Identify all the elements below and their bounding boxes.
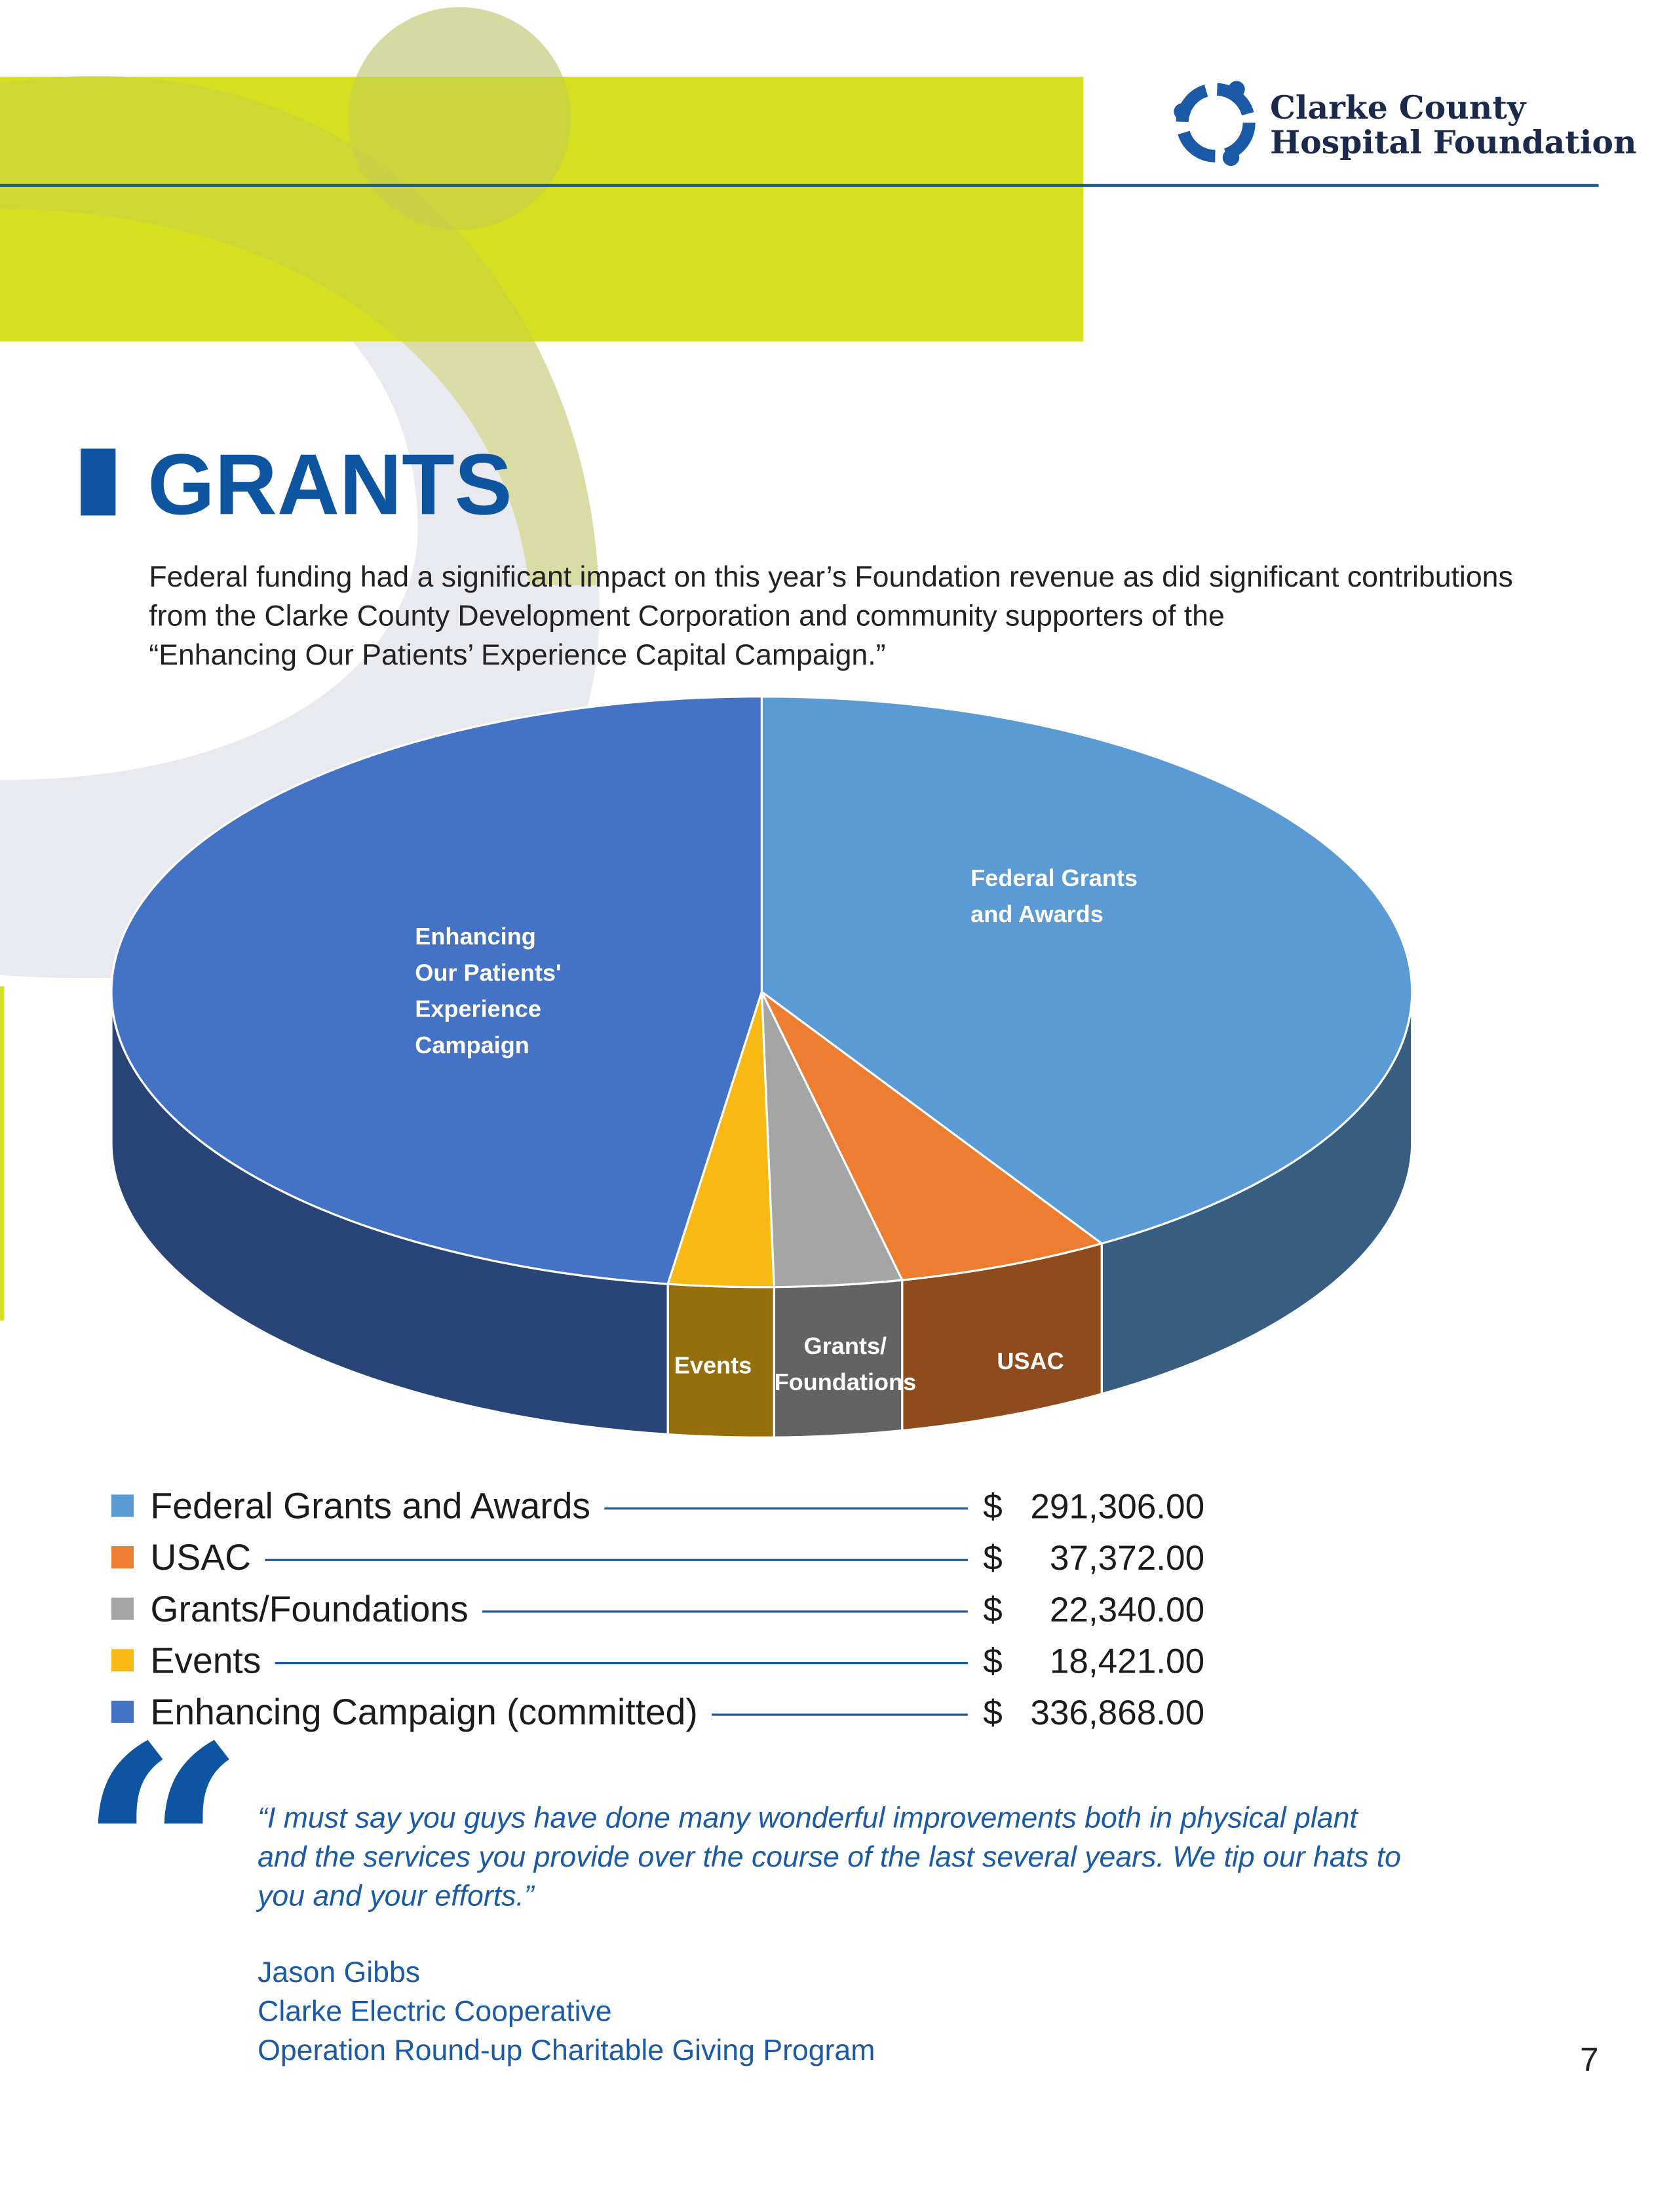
- intro-line: from the Clarke County Development Corpo…: [149, 600, 1224, 632]
- quote-mark: “: [78, 1683, 246, 2027]
- amount: 291,306.00: [1030, 1488, 1204, 1526]
- currency: $: [983, 1694, 1003, 1732]
- amount: 22,340.00: [1050, 1591, 1204, 1629]
- amount: 37,372.00: [1050, 1539, 1204, 1578]
- legend-label: Federal Grants and Awards: [151, 1486, 591, 1526]
- quote: “I must say you guys have done many wond…: [256, 1802, 1401, 2066]
- slice-label: Grants/: [804, 1332, 887, 1359]
- attribution-line: Clarke Electric Cooperative: [258, 1996, 611, 2028]
- slice-label: Our Patients': [415, 959, 561, 986]
- slice: [110, 695, 763, 1285]
- bg-swoosh-overlay: [0, 75, 599, 585]
- legend-swatch: [111, 1546, 134, 1568]
- slice-label: Experience: [415, 996, 541, 1022]
- currency: $: [983, 1642, 1003, 1680]
- slice: [760, 695, 1413, 1245]
- intro-line: Federal funding had a significant impact…: [149, 561, 1512, 593]
- legend-label: Enhancing Campaign (committed): [151, 1692, 698, 1732]
- amount: 18,421.00: [1050, 1642, 1204, 1680]
- page-title: GRANTS: [147, 436, 512, 532]
- slice-label: and Awards: [970, 901, 1104, 927]
- legend-swatch: [111, 1494, 134, 1517]
- amount: 336,868.00: [1030, 1694, 1204, 1732]
- legend-swatch: [111, 1597, 134, 1620]
- intro: Federal funding had a significant impact…: [149, 561, 1512, 671]
- quote-line: you and your efforts.”: [256, 1880, 535, 1912]
- slice-label: USAC: [997, 1348, 1064, 1374]
- slice-label: Campaign: [415, 1032, 529, 1058]
- currency: $: [983, 1591, 1003, 1629]
- slice-label: Enhancing: [415, 923, 536, 950]
- legend-label: Grants/Foundations: [151, 1589, 469, 1629]
- legend-swatch: [111, 1700, 134, 1723]
- title-bar: [81, 448, 116, 516]
- slice: [760, 990, 1104, 1281]
- intro-line: “Enhancing Our Patients’ Experience Capi…: [149, 639, 885, 671]
- legend-label: USAC: [151, 1537, 252, 1578]
- slice-label: Foundations: [775, 1368, 917, 1395]
- page-number: 7: [1580, 2041, 1598, 2078]
- slice-label: Federal Grants: [970, 864, 1138, 891]
- org-name: Clarke County: [1270, 88, 1527, 126]
- pie-chart: Federal Grants and Awards USAC Grants/Found…: [110, 695, 1413, 1439]
- attribution-line: Operation Round-up Charitable Giving Pro…: [258, 2034, 875, 2066]
- quote-line: “I must say you guys have done many wond…: [258, 1802, 1358, 1834]
- logo-icon: [1174, 81, 1256, 166]
- quote-line: and the services you provide over the co…: [258, 1841, 1401, 1873]
- slice-label: Events: [674, 1352, 752, 1379]
- attribution-line: Jason Gibbs: [258, 1956, 420, 1989]
- legend-swatch: [111, 1649, 134, 1672]
- legend: Federal Grants and Awards $291,306.00 USAC…: [111, 1486, 1204, 1732]
- bg-circle-overlay: [348, 7, 571, 230]
- currency: $: [983, 1539, 1003, 1578]
- org-name: Hospital Foundation: [1270, 123, 1637, 161]
- edge-strip: [0, 986, 5, 1321]
- currency: $: [983, 1488, 1003, 1526]
- legend-label: Events: [151, 1640, 261, 1680]
